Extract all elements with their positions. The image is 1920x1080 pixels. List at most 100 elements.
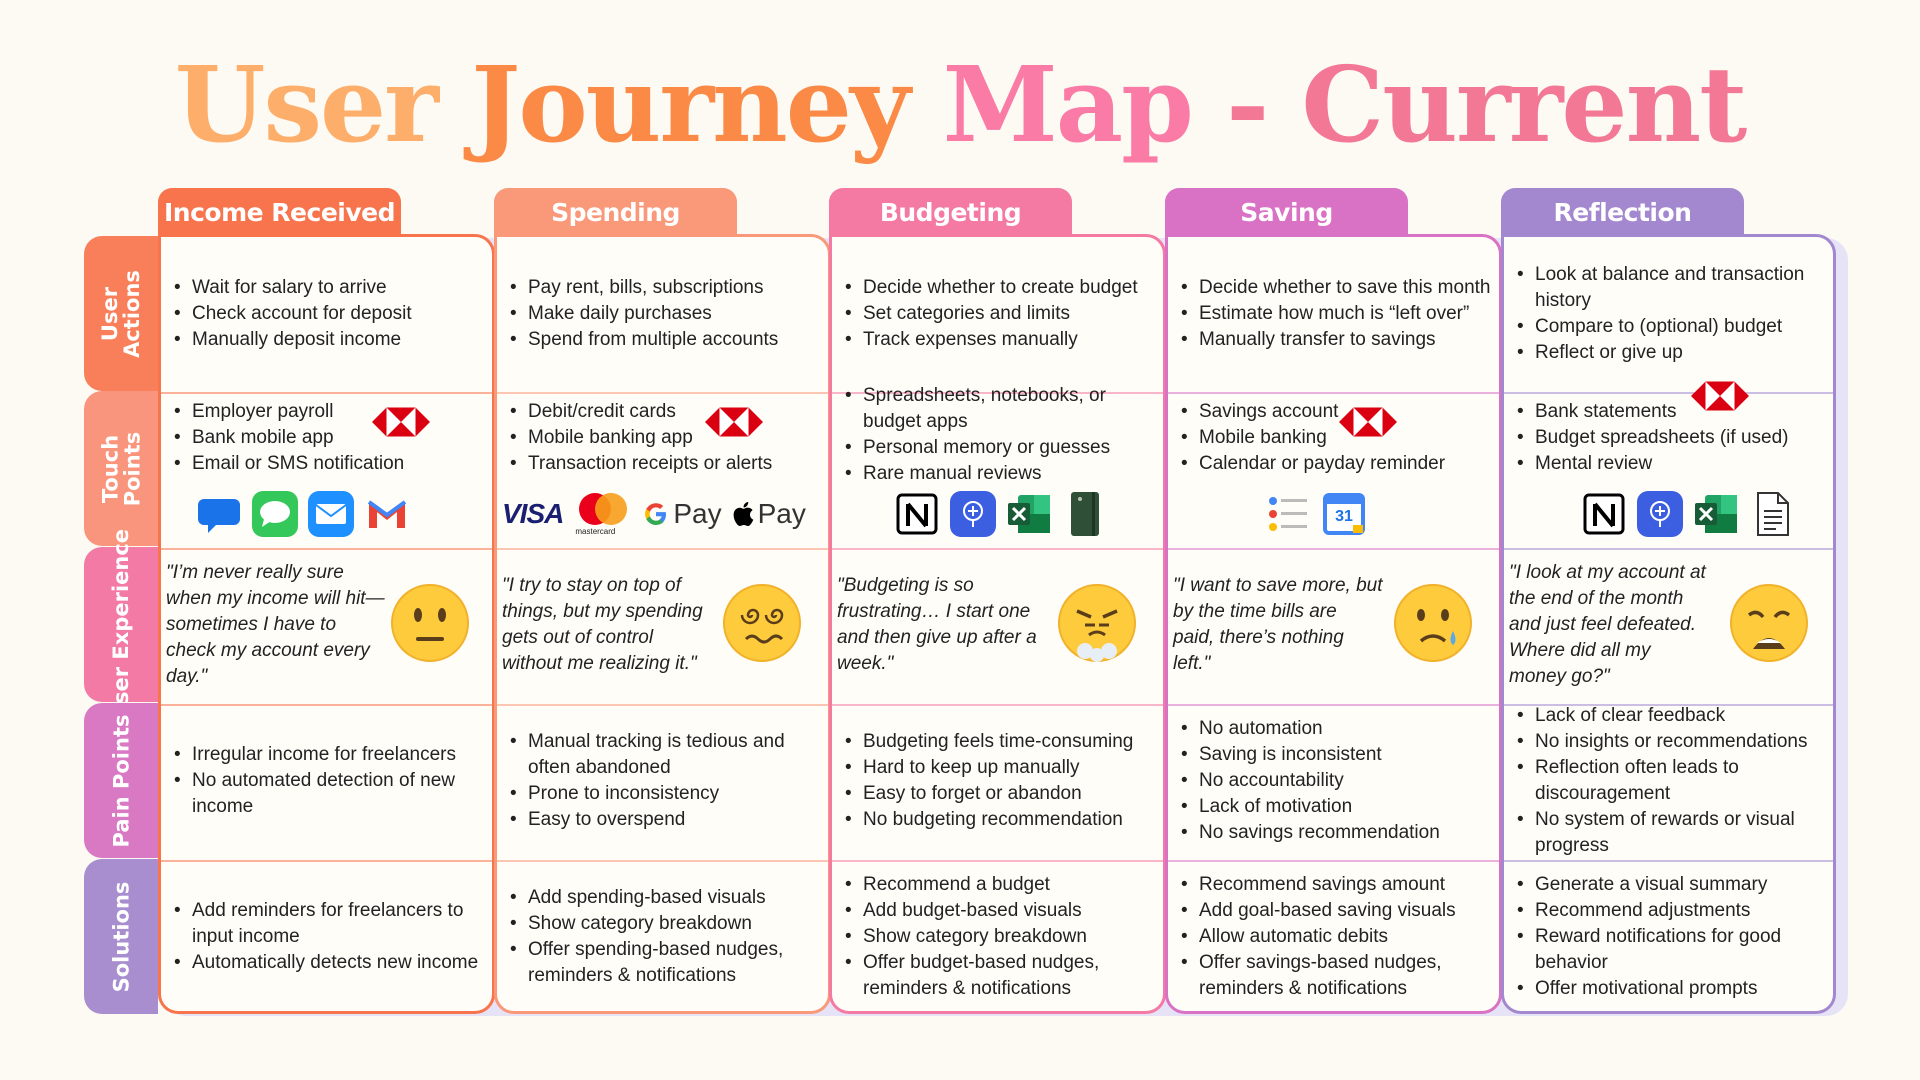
user-experience-cell: "I want to save more, but by the time bi… [1165,547,1502,702]
google-pay-label: Pay [673,498,722,529]
touch-points-cell: Savings accountMobile bankingCalendar or… [1165,393,1502,483]
bullet-item: Debit/credit cards [506,399,772,425]
bullet-item: Add goal-based saving visuals [1177,898,1492,924]
user-experience-cell: "Budgeting is so frustrating… I start on… [829,547,1166,702]
notebook-icon [1062,491,1108,537]
row-divider [497,392,828,394]
row-tab: Solutions [84,859,158,1014]
bullet-list: No automationSaving is inconsistentNo ac… [1177,716,1440,846]
pain-points-cell: Irregular income for freelancersNo autom… [158,703,495,858]
touch-points-cell: Debit/credit cardsMobile banking appTran… [494,393,831,483]
apple-pay-label: Pay [757,498,806,529]
bullet-item: Generate a visual summary [1513,872,1828,898]
bullet-item: Wait for salary to arrive [170,275,412,301]
user-quote: "I’m never really sure when my income wi… [166,561,385,687]
journey-map-board: Income Received Spending Budgeting Saving Re… [84,188,1848,1018]
bullet-item: Easy to overspend [506,807,821,833]
bullet-item: Show category breakdown [841,924,1156,950]
bullet-item: Compare to (optional) budget [1513,314,1828,340]
bullet-list: Recommend a budgetAdd budget-based visua… [841,872,1156,1002]
row-divider [161,860,492,862]
bank-logo-icon [704,407,763,437]
bullet-item: Bank mobile app [170,407,430,451]
bullet-item: Offer motivational prompts [1513,976,1828,1002]
bullet-list: Budgeting feels time-consumingHard to ke… [841,729,1133,833]
row-divider [832,548,1163,550]
bullet-item: Show category breakdown [506,911,821,937]
bullet-list: Add spending-based visualsShow category … [506,885,821,989]
touch-points-cell: Employer payrollBank mobile appEmail or … [158,393,495,483]
column-tab: Saving [1165,188,1408,236]
excel-icon [1693,491,1739,537]
messages-icon [252,491,298,537]
bullet-item: Calendar or payday reminder [1177,451,1445,477]
user-quote: "I try to stay on top of things, but my … [502,574,703,674]
bullet-item: No insights or recommendations [1513,729,1828,755]
bullet-item: No automated detection of new income [170,768,485,820]
mastercard-label: mastercard [575,527,616,536]
touch-points-cell: Spreadsheets, notebooks, or budget appsP… [829,383,1166,487]
title-part-1: User [174,43,439,166]
user-experience-cell: "I’m never really sure when my income wi… [158,547,495,702]
bullet-list: Bank statementsBudget spreadsheets (if u… [1513,381,1789,477]
bullet-item: Hard to keep up manually [841,755,1133,781]
dizzy-face-icon [723,584,801,662]
bullet-item: No system of rewards or visual progress [1513,807,1828,859]
user-actions-cell: Decide whether to create budgetSet categ… [829,236,1166,391]
row-tab-label: Solutions [109,881,134,992]
row-tab-label: Pain Points [109,714,133,847]
bullet-list: Decide whether to save this monthEstimat… [1177,275,1491,353]
google-g-icon [645,503,667,525]
pain-points-cell: Manual tracking is tedious and often aba… [494,703,831,858]
bullet-list: Pay rent, bills, subscriptionsMake daily… [506,275,778,353]
gmail-icon [364,491,410,537]
title-part-2: Journey [471,43,910,166]
row-tab: Pain Points [84,703,158,858]
bullet-list: Add reminders for freelancers to input i… [170,898,485,976]
bullet-item: Employer payroll [170,399,404,425]
bullet-item: No savings recommendation [1177,820,1440,846]
bullet-item: Manual tracking is tedious and often aba… [506,729,821,781]
bullet-item: Rare manual reviews [841,461,1156,487]
bullet-item: Offer savings-based nudges, reminders & … [1177,950,1492,1002]
bullet-item: Irregular income for freelancers [170,742,485,768]
row-divider [1504,392,1833,394]
bullet-item: Track expenses manually [841,327,1138,353]
apple-pay-logo: Pay [732,498,806,530]
bullet-list: Look at balance and transaction historyC… [1513,262,1828,366]
user-actions-cell: Wait for salary to arriveCheck account f… [158,236,495,391]
bullet-item: Manually transfer to savings [1177,327,1491,353]
bullet-item: Easy to forget or abandon [841,781,1133,807]
checklist-icon [1265,491,1311,537]
row-divider [1504,860,1833,862]
bullet-list: Generate a visual summaryRecommend adjus… [1513,872,1828,1002]
bullet-list: Debit/credit cardsMobile banking appTran… [506,399,772,477]
budget-app-icon [1637,491,1683,537]
bank-logo-icon [1338,407,1397,437]
neutral-face-icon [391,584,469,662]
bullet-item: No accountability [1177,768,1440,794]
touchpoint-icon-row [1581,491,1795,537]
google-calendar-icon: 31 [1321,491,1367,537]
row-tab-label: User Actions [98,269,145,358]
user-actions-cell: Pay rent, bills, subscriptionsMake daily… [494,236,831,391]
budget-app-icon [950,491,996,537]
mastercard-logo: mastercard [573,491,633,537]
bullet-item: Mobile banking [1177,407,1445,451]
bullet-item: Spend from multiple accounts [506,327,778,353]
bullet-item: Decide whether to create budget [841,275,1138,301]
bullet-item: Automatically detects new income [170,950,485,976]
pain-points-cell: Budgeting feels time-consumingHard to ke… [829,703,1166,858]
bullet-item: Reflect or give up [1513,340,1828,366]
bullet-item: Recommend adjustments [1513,898,1828,924]
chat-bubble-icon [196,491,242,537]
bullet-item: Prone to inconsistency [506,781,821,807]
mail-icon [308,491,354,537]
row-divider [832,860,1163,862]
bank-logo-icon [371,407,430,437]
column-tab: Spending [494,188,737,236]
row-tab: User Actions [84,236,158,391]
bullet-item: Recommend savings amount [1177,872,1492,898]
user-quote: "Budgeting is so frustrating… I start on… [837,574,1037,674]
google-pay-logo: Pay [643,498,722,530]
